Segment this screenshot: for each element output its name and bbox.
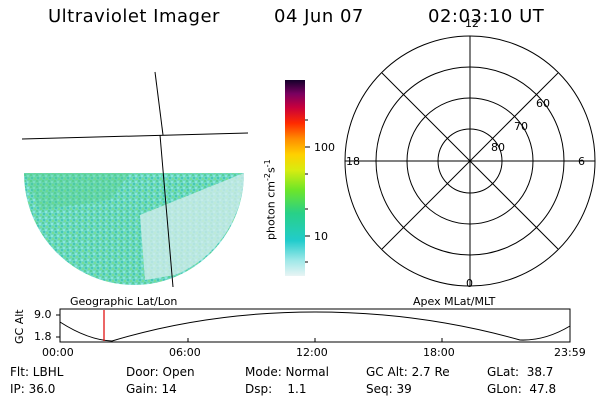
info-gc-alt: GC Alt: 2.7 Re <box>366 365 450 379</box>
polar-mlat-60: 60 <box>536 97 550 110</box>
instrument-title: Ultraviolet Imager <box>48 6 220 27</box>
colorbar-tick-10: 10 <box>314 230 328 243</box>
polar-mlt-6: 6 <box>578 155 585 168</box>
left-coord-label: Geographic Lat/Lon <box>70 295 178 308</box>
polar-mlat-70: 70 <box>514 120 528 133</box>
time-tick-1: 06:00 <box>169 346 201 359</box>
time-tick-4: 23:59 <box>554 346 586 359</box>
polar-mlt-0: 0 <box>466 277 473 290</box>
time-tick-0: 00:00 <box>42 346 74 359</box>
info-filter: Flt: LBHL <box>10 365 64 379</box>
geo-meridian-line-lower <box>159 134 174 288</box>
info-dsp: Dsp: 1.1 <box>245 382 307 396</box>
colorbar-unit-label: photon cm-2s-1 <box>263 159 278 240</box>
polar-mlt-18: 18 <box>346 155 360 168</box>
time-tick-2: 12:00 <box>296 346 328 359</box>
info-ip: IP: 36.0 <box>10 382 56 396</box>
observation-date: 04 Jun 07 <box>274 6 364 27</box>
info-door: Door: Open <box>126 365 195 379</box>
polar-mlat-80: 80 <box>491 141 505 154</box>
gc-alt-timeline <box>56 308 571 343</box>
gc-alt-tick-low: 1.8 <box>34 330 52 343</box>
apex-polar-plot <box>344 35 596 287</box>
uv-image <box>21 71 249 288</box>
gc-alt-tick-high: 9.0 <box>34 308 52 321</box>
info-glat: GLat: 38.7 <box>487 365 554 379</box>
info-seq: Seq: 39 <box>366 382 412 396</box>
altitude-curve <box>59 311 571 342</box>
color-scale <box>285 80 310 276</box>
info-mode: Mode: Normal <box>245 365 329 379</box>
info-gain: Gain: 14 <box>126 382 177 396</box>
geo-meridian-line <box>154 71 164 136</box>
colorbar-tick-100: 100 <box>314 141 335 154</box>
geo-latitude-line <box>21 132 249 140</box>
time-tick-3: 18:00 <box>423 346 455 359</box>
gc-alt-axis-label: GC Alt <box>13 309 26 344</box>
info-glon: GLon: 47.8 <box>487 382 557 396</box>
color-bar <box>285 80 305 276</box>
observation-time: 02:03:10 UT <box>428 6 545 27</box>
right-coord-label: Apex MLat/MLT <box>413 295 496 308</box>
polar-mlt-12: 12 <box>465 17 479 30</box>
